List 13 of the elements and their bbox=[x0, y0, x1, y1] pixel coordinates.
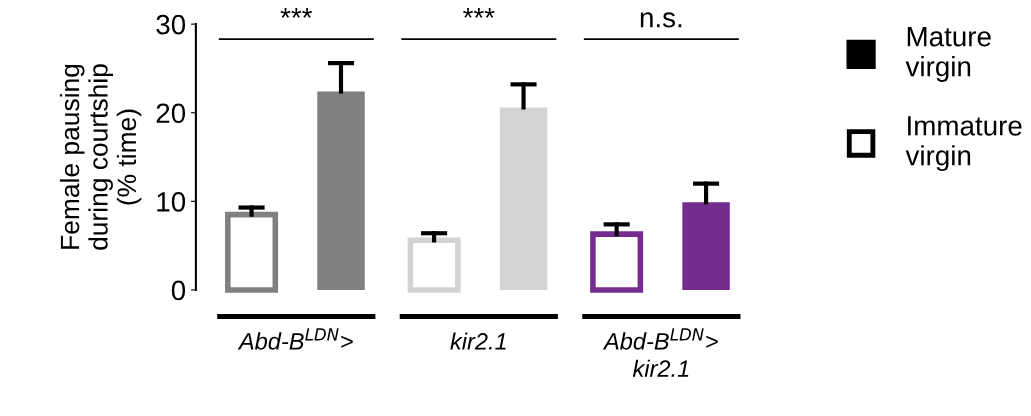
y-tick-label: 20 bbox=[156, 103, 186, 124]
annotation: n.s. bbox=[640, 12, 682, 28]
y-tick-label: 10 bbox=[157, 192, 186, 212]
text: *** bbox=[280, 8, 313, 18]
y-tick-label: 0 bbox=[171, 280, 186, 301]
text: Immature virgin bbox=[905, 116, 1022, 172]
x-tick-label: kir2.1 bbox=[450, 332, 506, 350]
text: Mature virgin bbox=[905, 27, 991, 82]
y-tick-label: 30 bbox=[156, 14, 186, 35]
text: *** bbox=[463, 8, 495, 18]
y-axis-title: Female pausing during courtship (% time) bbox=[59, 64, 142, 250]
x-tick-label: Abd-B$^{LDN}$> bbox=[237, 328, 353, 350]
x-tick-label: Abd-B$^{LDN}$> kir2.1 bbox=[602, 328, 718, 377]
